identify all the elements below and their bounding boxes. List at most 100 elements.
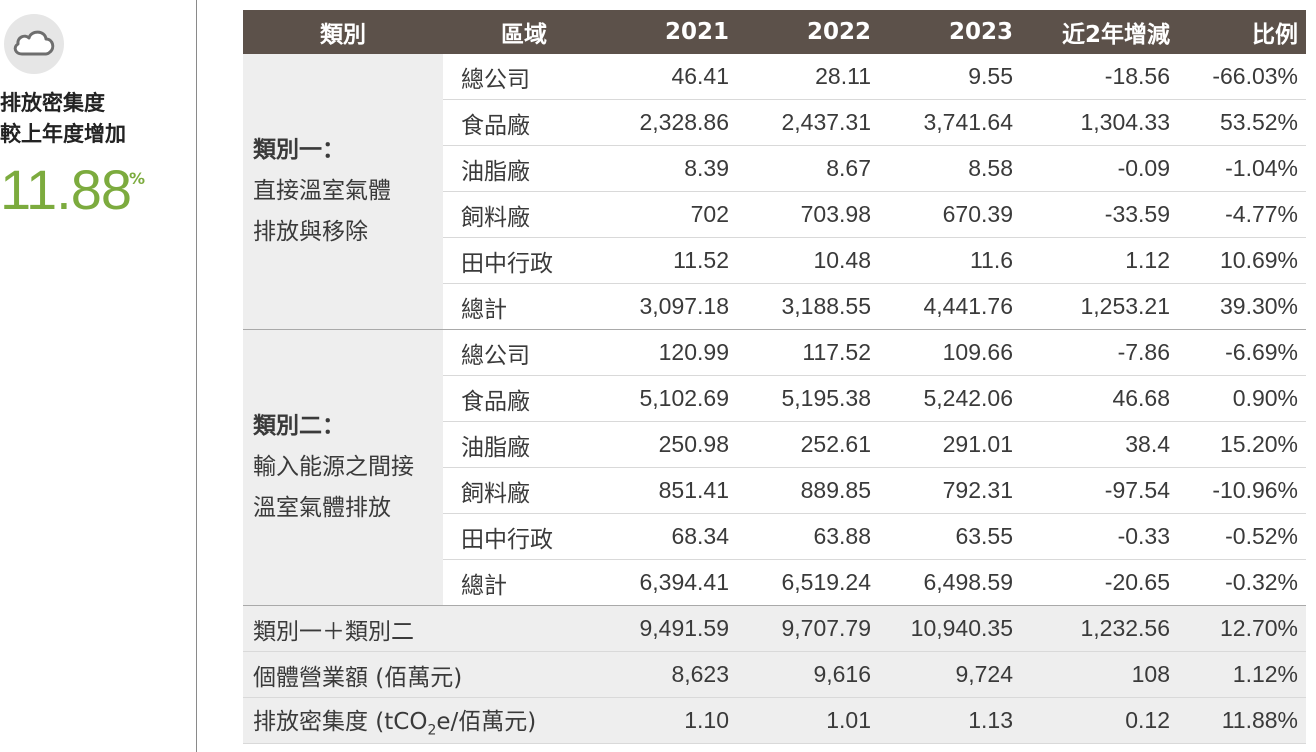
table-row: 油脂廠 8.39 8.67 8.58 -0.09 -1.04%: [243, 145, 1306, 192]
value-cell: 1.13: [879, 697, 1021, 744]
category-cell: 類別二： 輸入能源之間接 溫室氣體排放: [243, 329, 443, 606]
value-cell: 120.99: [605, 329, 737, 376]
value-cell: 8.58: [879, 145, 1021, 192]
value-cell: 6,519.24: [737, 559, 879, 606]
value-cell: 6,498.59: [879, 559, 1021, 606]
region-cell: 油脂廠: [443, 421, 605, 468]
value-cell: 792.31: [879, 467, 1021, 514]
value-cell: 28.11: [737, 54, 879, 100]
value-cell: -1.04%: [1178, 145, 1306, 192]
value-cell: 5,102.69: [605, 375, 737, 422]
value-cell: -20.65: [1021, 559, 1178, 606]
value-cell: -0.09: [1021, 145, 1178, 192]
table-row: 類別一： 直接溫室氣體 排放與移除 總公司 46.41 28.11 9.55 -18.56 -6…: [243, 54, 1306, 330]
value-cell: -66.03%: [1178, 54, 1306, 100]
kpi-value: 11.88: [0, 158, 132, 221]
column-header-2021: 2021: [605, 10, 737, 54]
value-cell: 5,242.06: [879, 375, 1021, 422]
table-row: 田中行政 11.52 10.48 11.6 1.12 10.69%: [243, 237, 1306, 284]
value-cell: 63.55: [879, 513, 1021, 560]
column-header-2023: 2023: [879, 10, 1021, 54]
column-header-change: 近2年增減: [1021, 10, 1178, 54]
value-cell: 11.6: [879, 237, 1021, 284]
kpi-unit: %: [129, 169, 146, 188]
value-cell: 889.85: [737, 467, 879, 514]
table-row: 總計 3,097.18 3,188.55 4,441.76 1,253.21 39.30%: [243, 283, 1306, 330]
value-cell: 108: [1021, 651, 1178, 698]
value-cell: 46.68: [1021, 375, 1178, 422]
summary-row: 類別一＋類別二 9,491.59 9,707.79 10,940.35 1,232.56…: [243, 605, 1306, 652]
table-row: 食品廠 5,102.69 5,195.38 5,242.06 46.68 0.90%: [243, 375, 1306, 422]
value-cell: 1,253.21: [1021, 283, 1178, 330]
column-header-ratio: 比例: [1178, 10, 1306, 54]
value-cell: 53.52%: [1178, 99, 1306, 146]
value-cell: -33.59: [1021, 191, 1178, 238]
category-description: 溫室氣體排放: [253, 495, 391, 521]
value-cell: -6.69%: [1178, 329, 1306, 376]
region-cell: 總公司: [443, 54, 605, 100]
value-cell: -7.86: [1021, 329, 1178, 376]
value-cell: 291.01: [879, 421, 1021, 468]
summary-label: 個體營業額 (佰萬元): [243, 651, 605, 698]
region-cell: 飼料廠: [443, 467, 605, 514]
value-cell: 9,707.79: [737, 605, 879, 652]
column-header-2022: 2022: [737, 10, 879, 54]
value-cell: 10.48: [737, 237, 879, 284]
value-cell: 46.41: [605, 54, 737, 100]
value-cell: 15.20%: [1178, 421, 1306, 468]
value-cell: 117.52: [737, 329, 879, 376]
value-cell: 703.98: [737, 191, 879, 238]
value-cell: 250.98: [605, 421, 737, 468]
value-cell: 63.88: [737, 513, 879, 560]
category-title: 類別一：: [253, 137, 345, 163]
emissions-table: 類別 區域 2021 2022 2023 近2年增減 比例 類別一： 直接溫室氣體…: [243, 10, 1306, 744]
value-cell: 2,437.31: [737, 99, 879, 146]
vertical-divider: [196, 0, 197, 752]
region-cell: 食品廠: [443, 375, 605, 422]
category-title: 類別二：: [253, 413, 345, 439]
value-cell: 3,097.18: [605, 283, 737, 330]
region-cell: 總公司: [443, 329, 605, 376]
table-row: 油脂廠 250.98 252.61 291.01 38.4 15.20%: [243, 421, 1306, 468]
value-cell: 8,623: [605, 651, 737, 698]
value-cell: 252.61: [737, 421, 879, 468]
table-header-row: 類別 區域 2021 2022 2023 近2年增減 比例: [243, 10, 1306, 54]
value-cell: 2,328.86: [605, 99, 737, 146]
value-cell: -0.32%: [1178, 559, 1306, 606]
category-description: 輸入能源之間接: [253, 454, 414, 480]
kpi-label: 排放密集度 較上年度增加: [0, 91, 126, 146]
value-cell: 851.41: [605, 467, 737, 514]
value-cell: 9.55: [879, 54, 1021, 100]
value-cell: 1.10: [605, 697, 737, 744]
value-cell: 11.52: [605, 237, 737, 284]
value-cell: -10.96%: [1178, 467, 1306, 514]
value-cell: 670.39: [879, 191, 1021, 238]
value-cell: 6,394.41: [605, 559, 737, 606]
value-cell: 702: [605, 191, 737, 238]
table-row: 飼料廠 851.41 889.85 792.31 -97.54 -10.96%: [243, 467, 1306, 514]
value-cell: 1.12%: [1178, 651, 1306, 698]
column-header-region: 區域: [443, 10, 605, 54]
value-cell: 0.90%: [1178, 375, 1306, 422]
value-cell: 3,741.64: [879, 99, 1021, 146]
region-cell: 食品廠: [443, 99, 605, 146]
table-row: 田中行政 68.34 63.88 63.55 -0.33 -0.52%: [243, 513, 1306, 560]
value-cell: 39.30%: [1178, 283, 1306, 330]
table-row: 類別二： 輸入能源之間接 溫室氣體排放 總公司 120.99 117.52 109.66 -7…: [243, 329, 1306, 606]
summary-label: 類別一＋類別二: [243, 605, 605, 652]
value-cell: 0.12: [1021, 697, 1178, 744]
category-cell: 類別一： 直接溫室氣體 排放與移除: [243, 54, 443, 330]
summary-row: 排放密集度 (tCO2e/佰萬元) 1.10 1.01 1.13 0.12 11.88%: [243, 697, 1306, 744]
value-cell: -0.52%: [1178, 513, 1306, 560]
value-cell: -4.77%: [1178, 191, 1306, 238]
summary-sidebar: 排放密集度 較上年度增加 11.88 %: [0, 0, 196, 752]
value-cell: 8.67: [737, 145, 879, 192]
value-cell: 12.70%: [1178, 605, 1306, 652]
region-cell: 總計: [443, 283, 605, 330]
value-cell: 9,724: [879, 651, 1021, 698]
table-row: 食品廠 2,328.86 2,437.31 3,741.64 1,304.33 53.52…: [243, 99, 1306, 146]
category-description: 直接溫室氣體: [253, 178, 391, 204]
value-cell: 9,491.59: [605, 605, 737, 652]
value-cell: 38.4: [1021, 421, 1178, 468]
value-cell: -18.56: [1021, 54, 1178, 100]
